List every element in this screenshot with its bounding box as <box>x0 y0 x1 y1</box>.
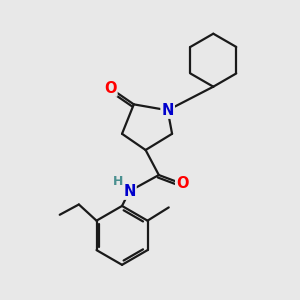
Text: N: N <box>161 103 174 118</box>
Text: N: N <box>123 184 136 199</box>
Text: O: O <box>104 81 116 96</box>
Text: H: H <box>113 175 123 188</box>
Text: O: O <box>176 176 189 191</box>
